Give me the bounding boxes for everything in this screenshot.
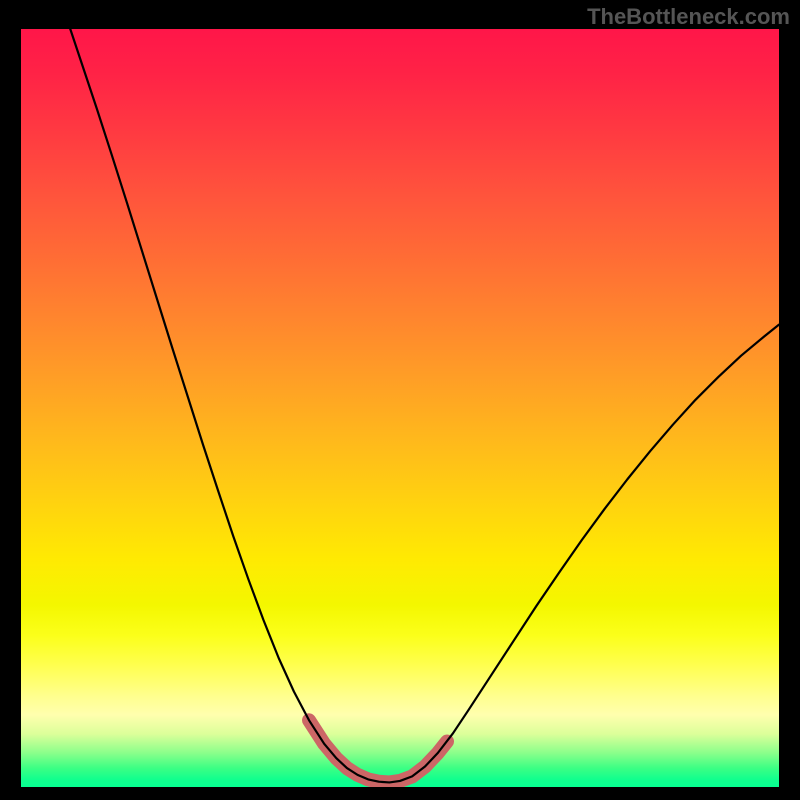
plot-area	[21, 29, 779, 787]
gradient-background	[21, 29, 779, 787]
watermark-text: TheBottleneck.com	[587, 4, 790, 30]
plot-svg	[21, 29, 779, 787]
chart-stage: TheBottleneck.com	[0, 0, 800, 800]
